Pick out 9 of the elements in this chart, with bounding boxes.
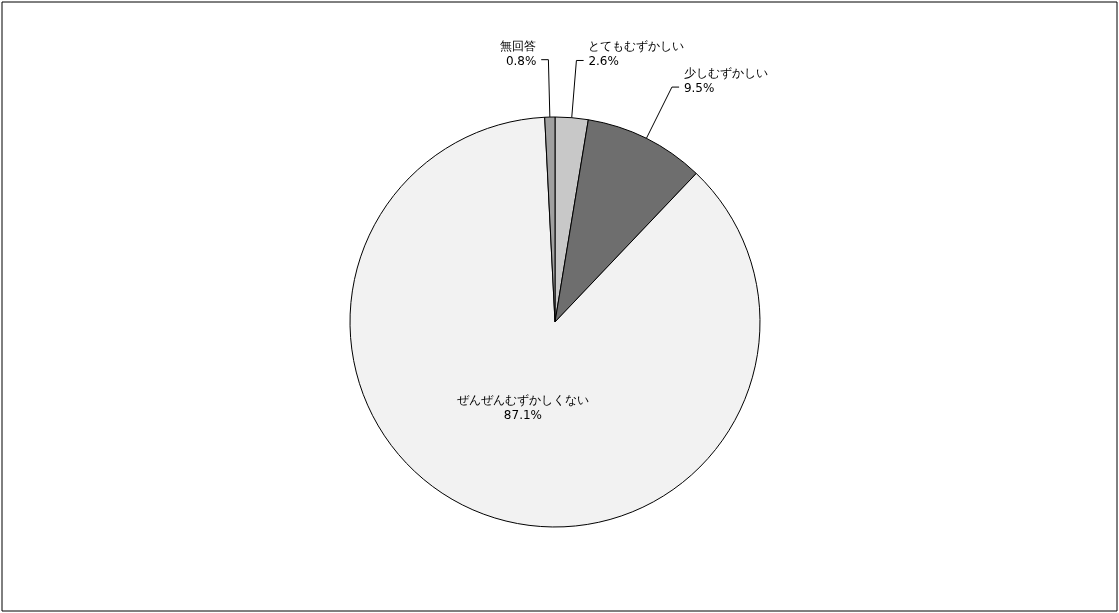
data-label: 9.5% bbox=[683, 81, 715, 96]
data-label: 87.1% bbox=[503, 408, 542, 423]
slice-label: 少しむずかしい bbox=[683, 66, 768, 81]
slice-label: ぜんぜんむずかしくない bbox=[456, 393, 589, 408]
pie-slice bbox=[349, 116, 761, 528]
slice-label: とてもむずかしい bbox=[588, 39, 685, 54]
slice-label: 無回答 bbox=[500, 38, 537, 53]
data-label: 2.6% bbox=[588, 54, 619, 69]
data-label: 0.8% bbox=[505, 53, 537, 68]
